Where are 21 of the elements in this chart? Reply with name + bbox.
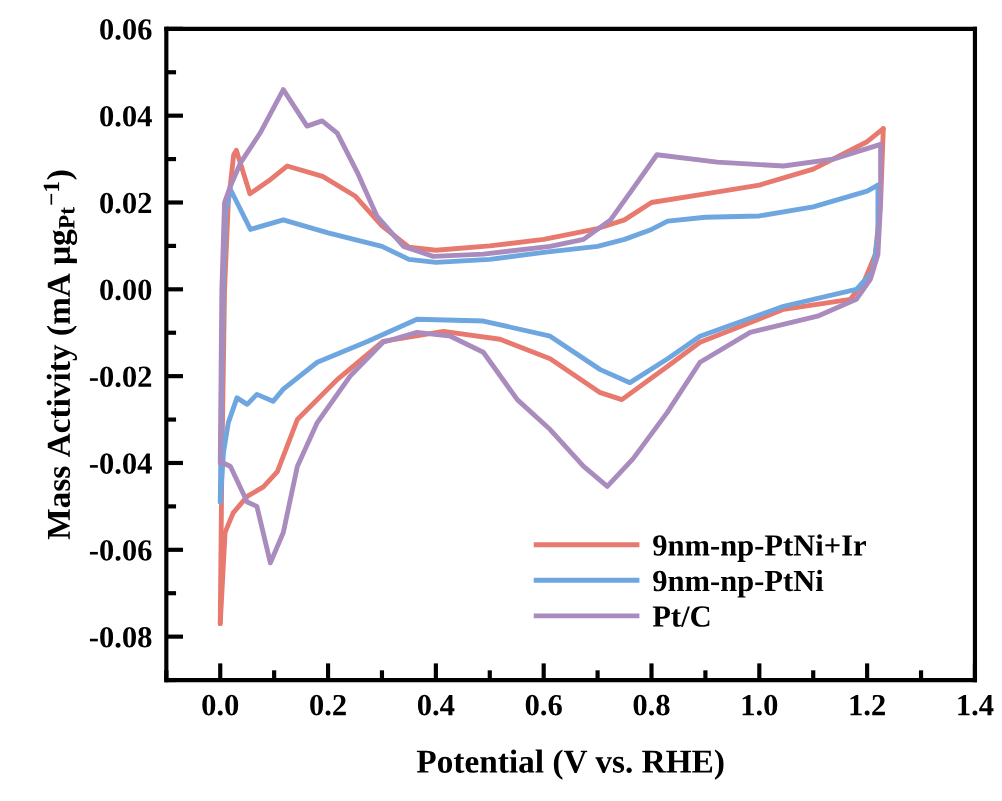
- legend-label: 9nm-np-PtNi+Ir: [653, 534, 866, 562]
- y-tick-label: -0.08: [89, 626, 152, 648]
- x-tick-label: 0.0: [202, 694, 239, 716]
- y-tick-label: -0.02: [89, 366, 152, 388]
- y-tick-label: 0.02: [100, 192, 152, 214]
- x-tick-label: 0.4: [417, 694, 455, 716]
- x-tick-label: 0.2: [310, 694, 346, 716]
- y-tick-label: -0.06: [89, 540, 152, 561]
- x-tick-label: 0.6: [525, 694, 562, 716]
- y-tick-label: 0.06: [100, 19, 152, 40]
- y-tick-label: 0.04: [100, 105, 152, 127]
- x-tick-label: 0.8: [633, 694, 670, 716]
- legend-label: 9nm-np-PtNi: [653, 569, 824, 598]
- x-axis-title: Potential (V vs. RHE): [416, 749, 724, 780]
- x-tick-label: 1.2: [850, 694, 885, 716]
- y-tick-label: -0.04: [89, 453, 152, 475]
- y-tick-label: 0.00: [100, 279, 152, 301]
- y-axis-title: Mass Activity (mA μg$_{Pt}$$^{−1}$): [43, 170, 78, 540]
- x-tick-label: 1.4: [958, 694, 994, 716]
- x-tick-label: 1.0: [742, 694, 778, 716]
- legend-label: Pt/C: [652, 606, 710, 627]
